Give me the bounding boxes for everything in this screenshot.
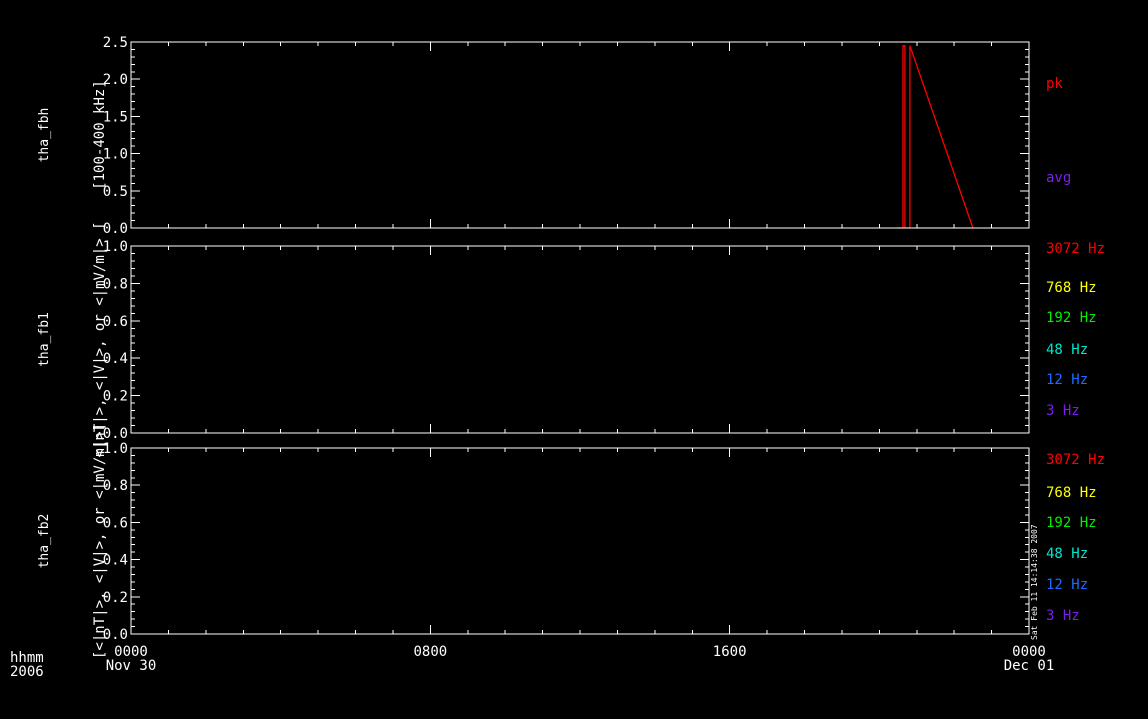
xtick-label: Dec 01: [1004, 658, 1055, 674]
panel-2-ytick-label: 0.0: [103, 426, 128, 442]
panel-3-ylabel: [<|nT|>, <|V|>, or <|mV/m|>]: [92, 423, 108, 659]
panel-2-legend-192-Hz: 192 Hz: [1046, 310, 1097, 326]
panel-3-ytick-label: 0.8: [103, 478, 128, 494]
panel-1-ytick-label: 2.5: [103, 35, 128, 51]
panel-3-ytick-label: 0.6: [103, 515, 128, 531]
xtick-label: 0000: [1012, 644, 1046, 660]
panel-3-ytick-label: 0.0: [103, 627, 128, 643]
panel-1-series-pk: [896, 45, 974, 228]
xtick-label: Nov 30: [106, 658, 157, 674]
panel-3-legend-768-Hz: 768 Hz: [1046, 485, 1097, 501]
panel-2-ylabel: <|nT|>, <|V|>, or <|mV/m|> [: [92, 221, 108, 457]
xaxis-label: hhmm: [10, 650, 44, 666]
panel-3-legend-12-Hz: 12 Hz: [1046, 577, 1088, 593]
panel-2-legend-3-Hz: 3 Hz: [1046, 403, 1080, 419]
panel-3-ytick-label: 1.0: [103, 441, 128, 457]
panel-2-ytick-label: 0.4: [103, 351, 128, 367]
xtick-label: 0800: [413, 644, 447, 660]
panel-3-ytick-label: 0.4: [103, 553, 128, 569]
xtick-label: 0000: [114, 644, 148, 660]
panel-1-ytick-label: 1.0: [103, 147, 128, 163]
panel-1-ylabel: [100-400 kHz]: [92, 80, 108, 190]
panel-2-legend-12-Hz: 12 Hz: [1046, 372, 1088, 388]
panel-2-ytick-label: 0.6: [103, 314, 128, 330]
panel-3-legend-3-Hz: 3 Hz: [1046, 608, 1080, 624]
panel-3-legend-192-Hz: 192 Hz: [1046, 515, 1097, 531]
panel-2-ytick-label: 0.8: [103, 276, 128, 292]
panel-1-legend-avg: avg: [1046, 170, 1071, 186]
panel-2-legend-3072-Hz: 3072 Hz: [1046, 241, 1105, 257]
panel-2-legend-48-Hz: 48 Hz: [1046, 342, 1088, 358]
panel-1-ytick-label: 1.5: [103, 109, 128, 125]
panel-1-ytick-label: 0.5: [103, 184, 128, 200]
panel-3-ytick-label: 0.2: [103, 590, 128, 606]
xtick-label: 1600: [713, 644, 747, 660]
panel-3-legend-48-Hz: 48 Hz: [1046, 546, 1088, 562]
panel-2-ytick-label: 1.0: [103, 239, 128, 255]
panel-1-title: tha_fbh: [37, 108, 52, 163]
plot-timestamp: Sat Feb 11 14:14:38 2007: [1030, 524, 1039, 640]
panel-3-legend-3072-Hz: 3072 Hz: [1046, 452, 1105, 468]
panel-1-legend-pk: pk: [1046, 76, 1063, 92]
panel-3-title: tha_fb2: [37, 514, 52, 569]
panel-2-ytick-label: 0.2: [103, 389, 128, 405]
panel-1-ytick-label: 0.0: [103, 221, 128, 237]
xaxis-label: 2006: [10, 664, 44, 680]
panel-1-ytick-label: 2.0: [103, 72, 128, 88]
panel-2-title: tha_fb1: [37, 312, 52, 367]
panel-2-legend-768-Hz: 768 Hz: [1046, 280, 1097, 296]
